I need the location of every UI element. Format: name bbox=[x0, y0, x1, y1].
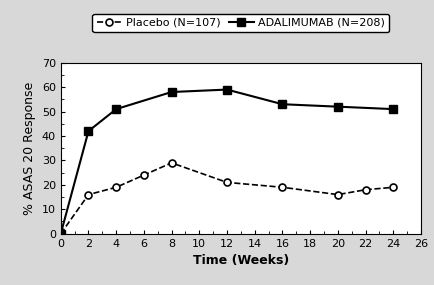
X-axis label: Time (Weeks): Time (Weeks) bbox=[193, 254, 289, 267]
Legend: Placebo (N=107), ADALIMUMAB (N=208): Placebo (N=107), ADALIMUMAB (N=208) bbox=[92, 13, 389, 32]
Y-axis label: % ASAS 20 Response: % ASAS 20 Response bbox=[23, 82, 36, 215]
